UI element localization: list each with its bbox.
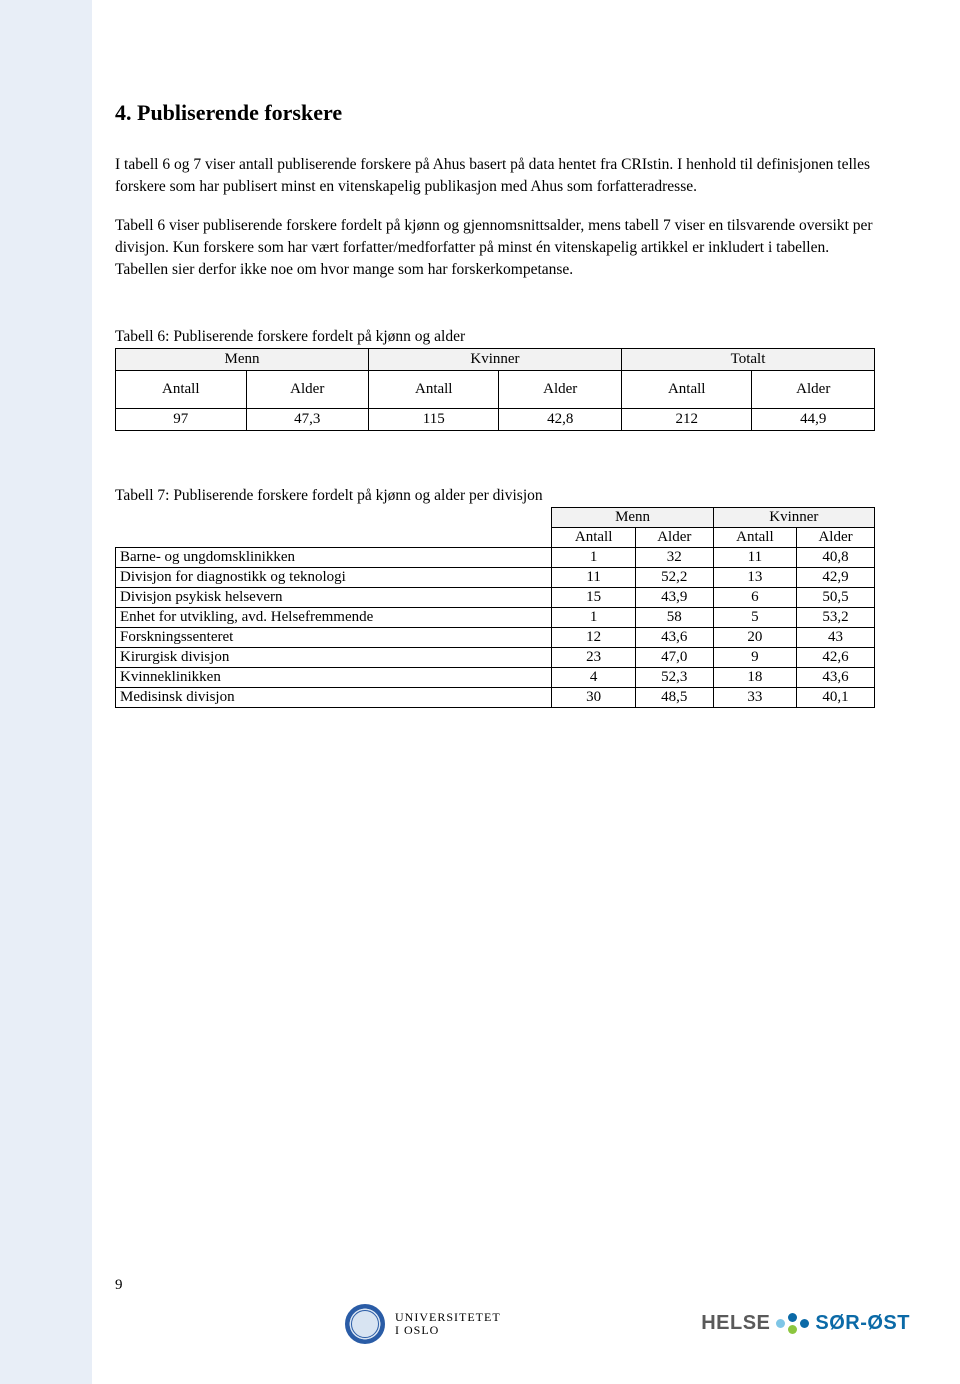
table6-sh: Antall — [116, 371, 247, 409]
table7-row: Kirurgisk divisjon2347,0942,6 — [116, 648, 875, 668]
sor-ost-text: SØR-ØST — [815, 1312, 910, 1335]
page-number: 9 — [115, 1277, 123, 1294]
table7-row-label: Medisinsk divisjon — [116, 688, 552, 708]
table6-sh: Antall — [368, 371, 499, 409]
table7-row-label: Forskningssenteret — [116, 628, 552, 648]
table7-cell: 48,5 — [635, 688, 713, 708]
table6-group-header-row: Menn Kvinner Totalt — [116, 349, 875, 371]
table7-cell: 52,3 — [635, 668, 713, 688]
section-heading: 4. Publiserende forskere — [115, 100, 875, 126]
left-margin-band — [0, 0, 92, 1384]
table7-cell: 42,9 — [797, 568, 875, 588]
table7-cell: 9 — [713, 648, 796, 668]
table6-caption: Tabell 6: Publiserende forskere fordelt … — [115, 328, 875, 346]
table7-blank-corner — [116, 508, 552, 528]
dot-icon — [776, 1319, 785, 1328]
table7-cell: 43,6 — [635, 628, 713, 648]
table7-row: Forskningssenteret1243,62043 — [116, 628, 875, 648]
table6-cell: 47,3 — [246, 409, 368, 431]
table7-cell: 4 — [552, 668, 635, 688]
table6-cell: 115 — [368, 409, 499, 431]
table7-cell: 13 — [713, 568, 796, 588]
table7-row: Divisjon psykisk helsevern1543,9650,5 — [116, 588, 875, 608]
table7-sh: Antall — [552, 528, 635, 548]
logo-helse-sor-ost: HELSE SØR-ØST — [701, 1312, 910, 1335]
table7-cell: 50,5 — [797, 588, 875, 608]
table6-cell: 44,9 — [752, 409, 875, 431]
table7-row: Medisinsk divisjon3048,53340,1 — [116, 688, 875, 708]
table7-cell: 15 — [552, 588, 635, 608]
table7-cell: 33 — [713, 688, 796, 708]
table7-sh: Antall — [713, 528, 796, 548]
dot-icon — [788, 1325, 797, 1334]
table6-subheader-row: Antall Alder Antall Alder Antall Alder — [116, 371, 875, 409]
table7-cell: 1 — [552, 608, 635, 628]
table6-cell: 97 — [116, 409, 247, 431]
table7-row: Enhet for utvikling, avd. Helsefremmende… — [116, 608, 875, 628]
table7-cell: 53,2 — [797, 608, 875, 628]
table7-cell: 58 — [635, 608, 713, 628]
uio-line2: I OSLO — [395, 1324, 501, 1337]
table7-row: Kvinneklinikken452,31843,6 — [116, 668, 875, 688]
dot-icon — [800, 1319, 809, 1328]
table6-sh: Alder — [752, 371, 875, 409]
table6-gh-menn: Menn — [116, 349, 369, 371]
helse-text: HELSE — [701, 1312, 770, 1335]
table6-sh: Antall — [621, 371, 752, 409]
logo-uio: UNIVERSITETET I OSLO — [345, 1304, 501, 1344]
table6-cell: 212 — [621, 409, 752, 431]
table7-cell: 6 — [713, 588, 796, 608]
table6-cell: 42,8 — [499, 409, 621, 431]
table7-row-label: Enhet for utvikling, avd. Helsefremmende — [116, 608, 552, 628]
intro-paragraph-1: I tabell 6 og 7 viser antall publiserend… — [115, 154, 875, 197]
uio-seal-icon — [345, 1304, 385, 1344]
table7-row: Divisjon for diagnostikk og teknologi115… — [116, 568, 875, 588]
table6-gh-kvinner: Kvinner — [368, 349, 621, 371]
helse-dots-icon — [776, 1313, 809, 1334]
table7-cell: 20 — [713, 628, 796, 648]
table7-cell: 43 — [797, 628, 875, 648]
table7-blank — [116, 528, 552, 548]
dot-icon — [788, 1313, 797, 1322]
table7-row: Barne- og ungdomsklinikken1321140,8 — [116, 548, 875, 568]
table7-caption: Tabell 7: Publiserende forskere fordelt … — [115, 487, 875, 505]
table7-group-header-row: Menn Kvinner — [116, 508, 875, 528]
uio-text: UNIVERSITETET I OSLO — [395, 1311, 501, 1337]
intro-paragraph-2: Tabell 6 viser publiserende forskere for… — [115, 215, 875, 280]
table7-cell: 11 — [552, 568, 635, 588]
table7-row-label: Barne- og ungdomsklinikken — [116, 548, 552, 568]
table7-cell: 5 — [713, 608, 796, 628]
page-content: 4. Publiserende forskere I tabell 6 og 7… — [115, 100, 875, 708]
table6-sh: Alder — [246, 371, 368, 409]
table7-cell: 47,0 — [635, 648, 713, 668]
table7-cell: 52,2 — [635, 568, 713, 588]
table7-cell: 30 — [552, 688, 635, 708]
table7-row-label: Kvinneklinikken — [116, 668, 552, 688]
footer-logos: UNIVERSITETET I OSLO HELSE SØR-ØST — [0, 1298, 960, 1354]
table7-gh-menn: Menn — [552, 508, 713, 528]
table7-cell: 43,6 — [797, 668, 875, 688]
table7-cell: 40,8 — [797, 548, 875, 568]
table7-cell: 12 — [552, 628, 635, 648]
table7-row-label: Divisjon psykisk helsevern — [116, 588, 552, 608]
table7-gh-kvinner: Kvinner — [713, 508, 874, 528]
table7-row-label: Kirurgisk divisjon — [116, 648, 552, 668]
table6-data-row: 97 47,3 115 42,8 212 44,9 — [116, 409, 875, 431]
table7-sh: Alder — [797, 528, 875, 548]
table6-sh: Alder — [499, 371, 621, 409]
table6: Menn Kvinner Totalt Antall Alder Antall … — [115, 348, 875, 431]
table7-cell: 18 — [713, 668, 796, 688]
table7-cell: 42,6 — [797, 648, 875, 668]
table7-cell: 1 — [552, 548, 635, 568]
table7-cell: 40,1 — [797, 688, 875, 708]
table7-cell: 11 — [713, 548, 796, 568]
table6-gh-totalt: Totalt — [621, 349, 874, 371]
table7: Menn Kvinner Antall Alder Antall Alder B… — [115, 507, 875, 708]
table7-cell: 32 — [635, 548, 713, 568]
table7-subheader-row: Antall Alder Antall Alder — [116, 528, 875, 548]
table7-cell: 23 — [552, 648, 635, 668]
table7-row-label: Divisjon for diagnostikk og teknologi — [116, 568, 552, 588]
table7-sh: Alder — [635, 528, 713, 548]
table7-cell: 43,9 — [635, 588, 713, 608]
